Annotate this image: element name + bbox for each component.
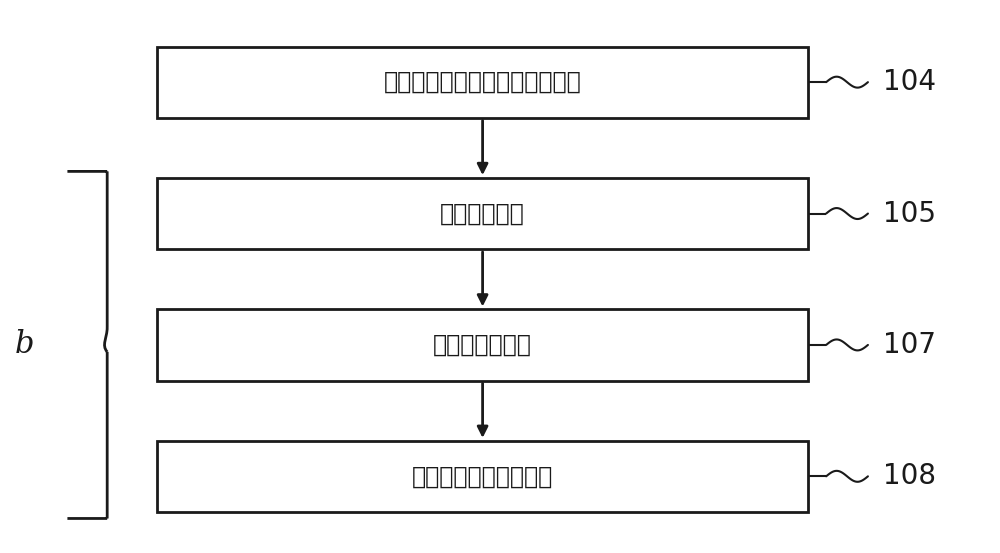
FancyBboxPatch shape: [157, 441, 808, 512]
Text: 104: 104: [883, 68, 936, 96]
Text: 进行制程处理: 进行制程处理: [440, 201, 525, 226]
FancyBboxPatch shape: [157, 309, 808, 380]
Text: 移除氧化物处理与晋片清洗处理: 移除氧化物处理与晋片清洗处理: [384, 70, 581, 94]
FancyBboxPatch shape: [157, 178, 808, 249]
Text: 108: 108: [883, 462, 936, 491]
Text: 107: 107: [883, 331, 936, 359]
Text: 进行表面光电压的测量: 进行表面光电压的测量: [412, 465, 553, 488]
Text: b: b: [15, 330, 34, 361]
Text: 105: 105: [883, 200, 936, 227]
Text: 快速热氧化制程: 快速热氧化制程: [433, 333, 532, 357]
FancyBboxPatch shape: [157, 46, 808, 118]
